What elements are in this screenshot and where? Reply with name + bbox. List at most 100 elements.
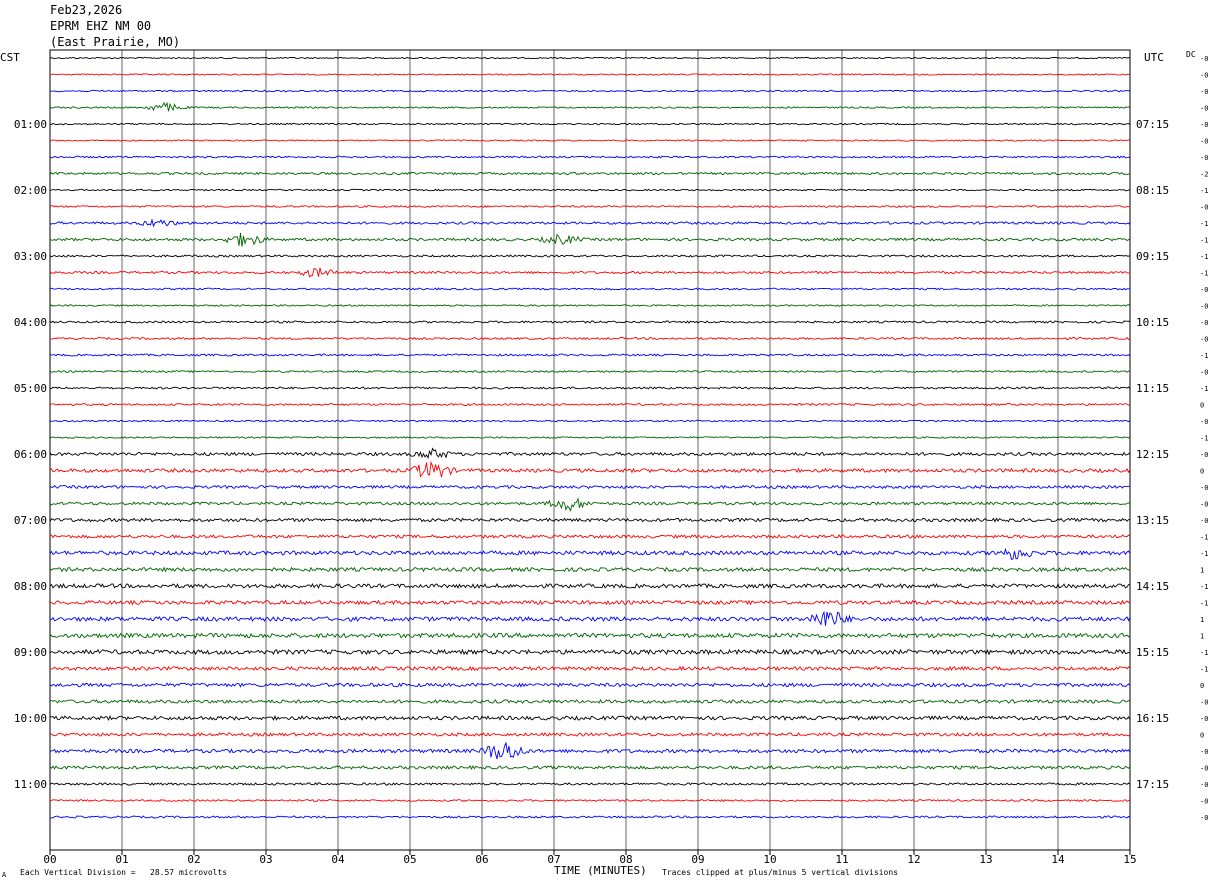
left-hour-label: 03:00	[14, 250, 47, 263]
dc-offset-label: -0	[1200, 418, 1208, 426]
x-tick-label: 03	[259, 853, 272, 866]
right-hour-label: 14:15	[1136, 580, 1169, 593]
dc-offset-label: -0	[1200, 781, 1208, 789]
x-tick-label: 02	[187, 853, 200, 866]
seismic-trace	[49, 419, 1131, 423]
header-date: Feb23,2026	[50, 3, 123, 17]
right-hour-label: 11:15	[1136, 382, 1169, 395]
dc-offset-label: -1	[1200, 220, 1208, 228]
right-hour-label: 07:15	[1136, 118, 1169, 131]
dc-offset-label: -2	[1200, 171, 1208, 179]
clipping-note: Traces clipped at plus/minus 5 vertical …	[662, 868, 899, 877]
left-hour-label: 08:00	[14, 580, 47, 593]
dc-offset-label: -0	[1200, 814, 1208, 822]
x-tick-label: 06	[475, 853, 488, 866]
right-hour-label: 15:15	[1136, 646, 1169, 659]
seismic-trace	[49, 353, 1131, 357]
seismic-trace	[49, 101, 1131, 112]
right-hour-label: 09:15	[1136, 250, 1169, 263]
seismic-trace	[49, 73, 1131, 76]
right-hour-label: 17:15	[1136, 778, 1169, 791]
seismic-trace	[50, 599, 1131, 606]
x-tick-label: 04	[331, 853, 345, 866]
x-tick-label: 13	[979, 853, 992, 866]
right-timezone-label: UTC	[1144, 51, 1164, 64]
dc-offset-label: -1	[1200, 253, 1208, 261]
right-hour-label: 10:15	[1136, 316, 1169, 329]
seismic-trace	[49, 205, 1131, 209]
seismic-trace	[49, 732, 1131, 737]
seismic-trace	[49, 447, 1131, 460]
dc-offset-label: -0	[1200, 501, 1208, 509]
header-station: EPRM EHZ NM 00	[50, 19, 152, 33]
x-tick-label: 09	[691, 853, 704, 866]
dc-offset-label: -1	[1200, 666, 1208, 674]
seismic-trace	[49, 534, 1131, 539]
dc-offset-label: 0	[1200, 402, 1204, 410]
x-tick-label: 15	[1123, 853, 1136, 866]
dc-offset-label: -0	[1200, 765, 1208, 773]
dc-offset-label: -0	[1200, 748, 1208, 756]
seismic-trace	[49, 188, 1131, 192]
x-axis-title: TIME (MINUTES)	[554, 864, 647, 877]
x-tick-label: 12	[907, 853, 920, 866]
dc-offset-label: -0	[1200, 484, 1208, 492]
dc-offset-label: 1	[1200, 633, 1204, 641]
dc-offset-label: -1	[1200, 187, 1208, 195]
dc-offset-label: -0	[1200, 105, 1208, 113]
header-location: (East Prairie, MO)	[50, 35, 181, 49]
dc-offset-label: 1	[1200, 567, 1204, 575]
dc-offset-label: -0	[1200, 517, 1208, 525]
seismic-trace	[49, 715, 1131, 722]
dc-offset-label: -1	[1200, 237, 1208, 245]
dc-offset-label: -1	[1200, 385, 1208, 393]
plot-frame	[49, 49, 1131, 851]
dc-offset-label: -0	[1200, 286, 1208, 294]
seismic-trace	[49, 171, 1131, 176]
left-hour-label: 02:00	[14, 184, 47, 197]
seismic-trace	[49, 765, 1131, 771]
seismic-trace	[49, 304, 1131, 307]
dc-offset-label: -1	[1200, 583, 1208, 591]
seismic-trace	[49, 336, 1131, 341]
x-tick-label: 10	[763, 853, 776, 866]
dc-offset-label: -1	[1200, 600, 1208, 608]
left-timezone-label: CST	[0, 51, 20, 64]
seismic-trace	[49, 232, 1131, 247]
seismic-trace	[49, 287, 1131, 291]
seismic-trace	[49, 632, 1131, 639]
seismic-trace	[49, 267, 1131, 278]
dc-offset-label: -0	[1200, 336, 1208, 344]
seismic-trace	[49, 139, 1131, 142]
dc-offset-label: -0	[1200, 204, 1208, 212]
dc-offset-label: -0	[1200, 715, 1208, 723]
vertical-division-note: Each Vertical Division = 28.57 microvolt…	[20, 868, 228, 877]
dc-offset-label: 1	[1200, 616, 1204, 624]
right-hour-label: 08:15	[1136, 184, 1169, 197]
seismic-trace	[49, 460, 1131, 478]
dc-offset-label: -1	[1200, 352, 1208, 360]
seismic-trace	[49, 218, 1131, 228]
dc-offset-label: -1	[1200, 435, 1208, 443]
seismic-trace	[49, 320, 1131, 324]
seismic-trace	[49, 782, 1131, 786]
dc-offset-label: -0	[1200, 451, 1208, 459]
dc-offset-label: 0	[1200, 468, 1204, 476]
seismic-trace	[49, 682, 1131, 688]
seismic-trace	[49, 369, 1130, 374]
seismic-trace	[50, 698, 1131, 704]
seismic-trace	[49, 582, 1131, 590]
dc-offset-label: 0	[1200, 682, 1204, 690]
seismic-trace	[49, 497, 1131, 512]
seismic-trace	[49, 436, 1131, 439]
left-hour-label: 11:00	[14, 778, 47, 791]
seismic-trace	[49, 547, 1131, 560]
dc-offset-label: -0	[1200, 88, 1208, 96]
dc-offset-label: -1	[1200, 270, 1208, 278]
right-hour-label: 16:15	[1136, 712, 1169, 725]
dc-offset-label: -0	[1200, 319, 1208, 327]
seismic-trace	[49, 155, 1131, 159]
dc-offset-label: -0	[1200, 303, 1208, 311]
left-hour-label: 05:00	[14, 382, 47, 395]
